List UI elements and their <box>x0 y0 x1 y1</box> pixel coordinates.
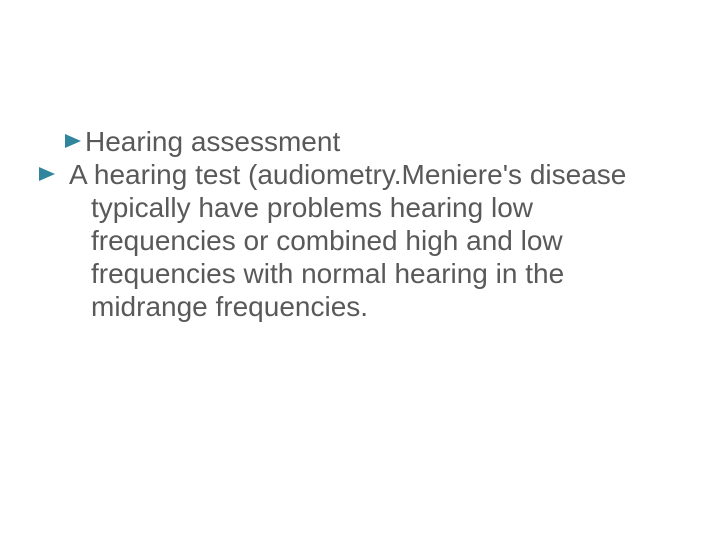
bullet-item: A hearing test (audiometry.Meniere's dis… <box>65 158 665 323</box>
slide-content: Hearing assessment A hearing test (audio… <box>65 125 665 323</box>
bullet-text: Hearing assessment <box>85 126 340 157</box>
bullet-text: A hearing test (audiometry.Meniere's dis… <box>69 159 626 322</box>
slide: Hearing assessment A hearing test (audio… <box>0 0 720 540</box>
bullet-item: Hearing assessment <box>65 125 665 158</box>
triangle-bullet-icon <box>65 123 81 156</box>
